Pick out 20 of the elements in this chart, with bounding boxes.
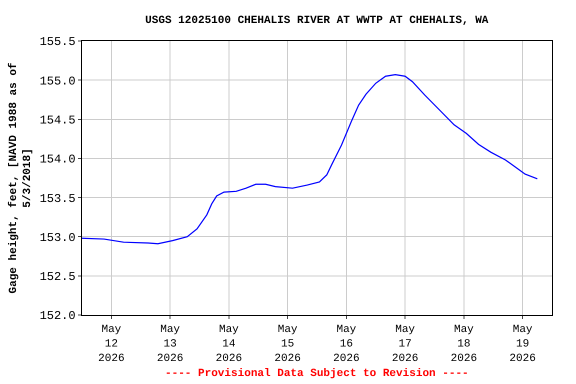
y-tick-label: 155.0 xyxy=(40,74,76,88)
y-axis-title: Gage height, feet, [NAVD 1988 as of 5/3/2018] xyxy=(6,62,34,294)
x-tick-label: May 18 2026 xyxy=(450,324,478,365)
x-tick-label: May 16 2026 xyxy=(333,324,360,365)
x-tick-label: May 13 2026 xyxy=(156,324,184,365)
y-tick-label: 155.5 xyxy=(40,35,76,50)
x-tick-label: May 14 2026 xyxy=(216,324,242,365)
y-tick-label: 154.5 xyxy=(40,113,76,128)
x-tick-label: May 15 2026 xyxy=(274,324,301,365)
x-tick-label: May 12 2026 xyxy=(98,324,125,365)
y-tick-label: 152.0 xyxy=(40,309,76,324)
y-tick-label: 153.5 xyxy=(40,192,76,206)
x-tick-label: May 17 2026 xyxy=(392,324,418,365)
y-tick-label: 152.5 xyxy=(40,270,76,284)
y-tick-label: 153.0 xyxy=(40,230,76,245)
y-tick-label: 154.0 xyxy=(40,152,76,167)
chart-title: USGS 12025100 CHEHALIS RIVER AT WWTP AT CHEHALIS, WA xyxy=(145,15,489,28)
x-tick-label: May 19 2026 xyxy=(509,324,536,365)
line-series xyxy=(82,74,538,244)
text: ---- Provisional Data Subject to Revision ---- xyxy=(165,368,469,380)
